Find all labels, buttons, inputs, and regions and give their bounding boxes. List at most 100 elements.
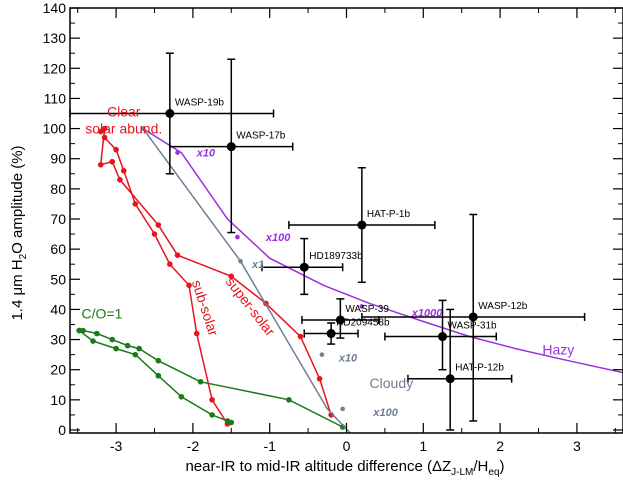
model-point — [97, 128, 104, 135]
planet-label: HAT-P-1b — [367, 209, 411, 220]
model-point — [136, 345, 142, 352]
model-point — [155, 372, 162, 379]
model-point — [297, 333, 304, 340]
model-point — [228, 419, 235, 426]
curve-label: Hazy — [542, 342, 574, 358]
model-marker — [175, 150, 180, 155]
x-tick-label: 0 — [343, 438, 351, 454]
y-tick-label: 130 — [43, 30, 67, 46]
model-point — [101, 125, 108, 132]
x-tick-label: -1 — [263, 438, 276, 454]
model-marker — [340, 406, 345, 412]
y-tick-label: 90 — [50, 151, 66, 167]
model-point — [174, 252, 181, 258]
model-point — [132, 351, 139, 358]
x-tick-label: 2 — [496, 438, 504, 454]
model-point — [94, 330, 100, 337]
model-point — [113, 146, 119, 153]
model-point — [167, 261, 173, 268]
model-point — [155, 357, 162, 364]
model-point — [151, 231, 158, 237]
curve-label: sub-solar — [189, 278, 222, 338]
y-tick-label: 50 — [50, 271, 66, 287]
y-tick-label: 70 — [50, 211, 66, 227]
planet-point — [299, 262, 309, 272]
plot-frame — [69, 7, 623, 434]
planet-label: WASP-19b — [175, 97, 225, 108]
planet-point — [335, 315, 345, 325]
model-point — [109, 336, 116, 343]
model-point — [193, 330, 200, 337]
model-line-0 — [99, 126, 332, 416]
planet-label: WASP-39 — [345, 304, 389, 315]
planet-label: WASP-17b — [236, 131, 286, 142]
model-point — [97, 161, 104, 168]
model-point — [76, 327, 83, 334]
planet-label: HAT-P-12b — [455, 363, 504, 374]
model-point — [132, 201, 139, 207]
y-tick-label: 80 — [50, 181, 66, 197]
model-marker — [319, 352, 325, 357]
planet-points: WASP-19b WASP-17b HAT-P-1b HD189733b WASP-39… — [69, 52, 586, 431]
model-line-1 — [104, 137, 229, 425]
model-curves — [76, 125, 623, 434]
curve-label: super-solar — [223, 274, 279, 339]
y-axis-title: 1.4 μm H2O amplitude (%) — [9, 145, 29, 320]
planet-label: WASP-12b — [478, 301, 528, 312]
model-point — [124, 342, 131, 349]
planet-point — [165, 108, 175, 118]
model-line-4 — [142, 127, 623, 374]
x-tick-label: -3 — [110, 438, 123, 454]
model-point — [109, 158, 116, 165]
curve-label: solar abund. — [85, 121, 162, 137]
curve-label: Cloudy — [370, 375, 414, 391]
model-line-5 — [142, 128, 351, 434]
model-point — [228, 273, 235, 280]
planet-point — [226, 142, 236, 152]
planet-label: HD189733b — [309, 251, 363, 262]
model-point — [155, 222, 162, 228]
x-tick-label: -2 — [187, 438, 200, 454]
model-marker — [140, 126, 146, 131]
planet-point — [438, 332, 448, 342]
model-line-3 — [78, 329, 232, 424]
y-tick-label: 100 — [43, 121, 67, 137]
model-point — [117, 177, 123, 183]
planet-point — [445, 374, 455, 384]
scale-label: x100 — [372, 407, 398, 419]
model-marker — [235, 234, 240, 240]
planet-point — [468, 312, 478, 322]
model-point — [113, 345, 119, 352]
scale-label: x1 — [251, 259, 264, 271]
curve-label: C/O=1 — [82, 305, 123, 321]
planet-label: WASP-31b — [448, 321, 498, 332]
model-marker — [359, 304, 365, 309]
planet-point — [326, 329, 336, 339]
axes: -3 -2 -1 0 1 2 3010203040506070809010011012013… — [43, 0, 623, 454]
scale-label: x10 — [196, 148, 216, 160]
model-point — [120, 167, 127, 174]
y-tick-label: 110 — [44, 90, 67, 106]
model-line-2 — [79, 329, 344, 428]
model-point — [209, 412, 215, 418]
y-tick-label: 120 — [43, 60, 67, 76]
y-tick-label: 30 — [50, 332, 66, 348]
planet-point — [357, 220, 367, 230]
model-point — [90, 338, 96, 344]
y-tick-label: 60 — [50, 241, 66, 257]
y-tick-label: 140 — [43, 0, 67, 16]
scale-label: x100 — [265, 232, 291, 244]
y-tick-label: 10 — [50, 392, 66, 408]
x-tick-label: 3 — [573, 438, 581, 454]
y-tick-label: 40 — [50, 301, 66, 317]
model-point — [316, 375, 323, 382]
model-point — [178, 394, 185, 400]
y-tick-label: 0 — [58, 422, 66, 438]
model-point — [101, 134, 108, 141]
model-marker — [238, 258, 243, 264]
planet-label: HD209458b — [336, 318, 390, 329]
model-point — [186, 282, 192, 289]
model-point — [197, 378, 204, 385]
x-axis-title: near-IR to mid-IR altitude difference (Δ… — [185, 458, 504, 478]
